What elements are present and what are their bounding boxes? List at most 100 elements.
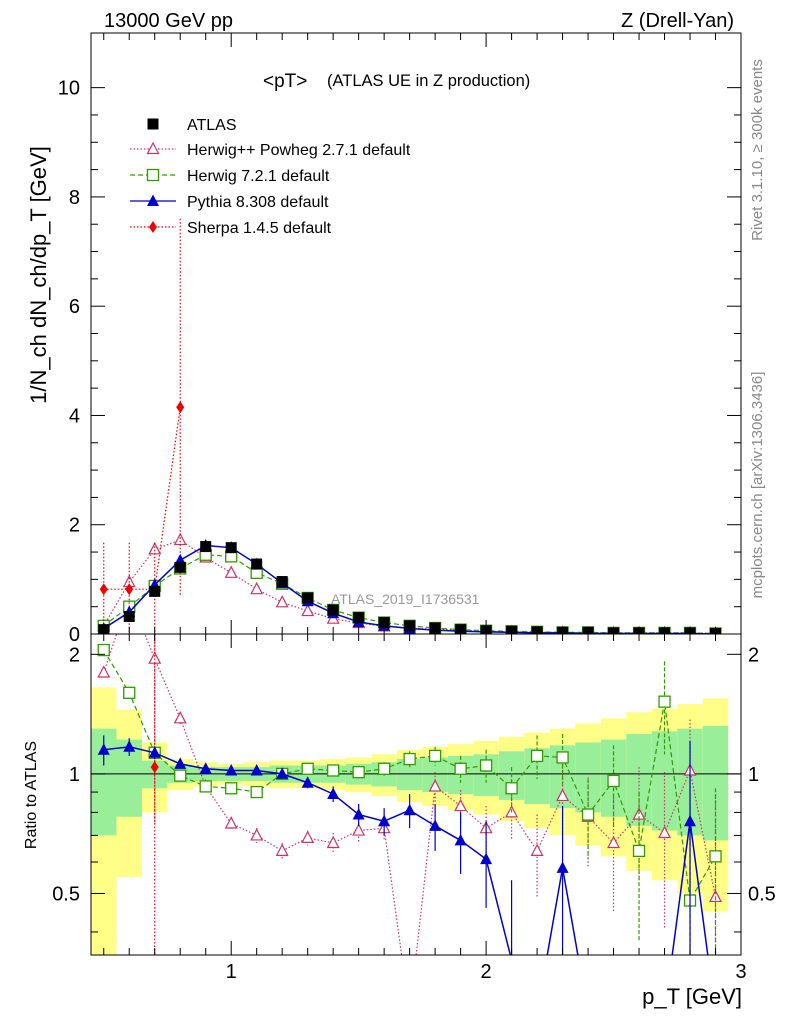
ratio-point-herwig7 (607, 774, 620, 788)
ratio-point-herwig7 (632, 844, 646, 858)
ratio-point-pythia (429, 819, 442, 831)
y-tick-label-main: 0 (69, 624, 80, 646)
point-atlas (378, 617, 390, 629)
legend-label-pythia: Pythia 8.308 default (187, 194, 329, 211)
point-sherpa (99, 583, 108, 596)
point-atlas (200, 541, 212, 553)
ratio-point-pythia (199, 762, 212, 774)
header-left: 13000 GeV pp (104, 10, 233, 32)
ratio-point-herwig7 (709, 850, 722, 863)
ratio-point-herwig7 (199, 780, 212, 793)
x-tick-label: 2 (481, 961, 492, 983)
ratio-point-herwig7 (174, 769, 187, 782)
ratio-point-herwigpp (173, 711, 187, 724)
ratio-point-herwigpp (250, 828, 264, 841)
y-axis-label-ratio: Ratio to ATLAS (23, 741, 40, 849)
mcplots-label: mcplots.cern.ch [arXiv:1306.3436] (749, 372, 766, 599)
y-axis-title-main: 1/N_ch dN_ch/dp_T [GeV] (26, 146, 51, 404)
ratio-point-herwigpp (352, 823, 366, 836)
line-herwigpp (103, 539, 716, 634)
ratio-point-sherpa (150, 761, 159, 774)
point-atlas (276, 576, 288, 588)
ratio-point-herwig7 (123, 686, 136, 699)
ratio-point-pythia (378, 814, 391, 827)
point-atlas (123, 611, 135, 623)
point-atlas (174, 561, 186, 573)
ratio-point-herwigpp (224, 816, 238, 829)
y-tick-label-main: 2 (69, 515, 80, 537)
main-series-layer (97, 218, 722, 634)
ratio-point-herwig7 (505, 782, 518, 795)
chart-title: <pT> (263, 71, 307, 92)
y-tick-label-ratio-right: 0.5 (748, 883, 776, 905)
ratio-point-pythia (684, 814, 697, 827)
point-atlas (149, 585, 161, 597)
ratio-point-herwigpp (275, 843, 289, 856)
ratio-point-herwig7 (225, 782, 238, 795)
point-herwigpp (224, 565, 238, 578)
ratio-point-herwig7 (352, 766, 365, 779)
chart-subtitle: (ATLAS UE in Z production) (327, 72, 530, 90)
point-atlas (251, 558, 263, 570)
point-sherpa (125, 583, 134, 596)
point-atlas (302, 592, 314, 604)
ratio-point-herwig7 (301, 762, 314, 775)
y-tick-label-ratio-left: 0.5 (52, 883, 80, 905)
ratio-point-herwig7 (454, 762, 467, 775)
ratio-point-herwig7 (377, 762, 391, 775)
legend-marker-herwig7 (146, 168, 160, 182)
ratio-point-herwig7 (530, 749, 544, 763)
ratio-series-sherpa (150, 634, 159, 955)
y-tick-label-ratio-left: 2 (69, 644, 80, 666)
legend-marker-herwigpp (146, 141, 160, 155)
ratio-point-pythia (403, 803, 416, 816)
ratio-point-herwig7 (581, 808, 595, 821)
series-sherpa (99, 218, 185, 634)
ratio-point-herwigpp (326, 835, 340, 849)
ratio-point-pythia (454, 833, 467, 846)
x-tick-label: 3 (735, 961, 746, 983)
ratio-point-pythia (556, 861, 569, 873)
legend-label-herwigpp: Herwig++ Powheg 2.7.1 default (187, 142, 411, 159)
y-tick-label-main: 4 (69, 405, 80, 427)
ratio-point-pythia (276, 767, 289, 779)
axis-ticks (91, 33, 742, 955)
ratio-point-herwigpp (97, 665, 111, 678)
ratio-uncertainty-bands (91, 687, 729, 955)
rivet-label: Rivet 3.1.10, ≥ 300k events (749, 59, 766, 241)
legend-marker-atlas (147, 118, 159, 130)
ratio-point-herwigpp (607, 835, 621, 849)
ratio-point-herwig7 (403, 752, 416, 766)
ratio-plot-frame (90, 633, 742, 956)
y-axis-label-main: 1/N_ch dN_ch/dp_T [GeV] (26, 146, 51, 404)
ratio-point-herwig7 (250, 785, 263, 799)
y-tick-label-ratio-right: 1 (748, 764, 759, 786)
ratio-series-layer (97, 634, 723, 955)
point-herwigpp (148, 542, 162, 555)
ratio-point-herwig7 (97, 643, 110, 657)
ratio-point-pythia (301, 776, 314, 788)
ratio-point-herwig7 (428, 749, 442, 763)
y-tick-label-ratio-left: 1 (69, 764, 80, 786)
x-tick-label: 1 (226, 961, 237, 983)
line-sherpa (103, 407, 181, 590)
ratio-point-pythia (352, 808, 365, 820)
y-tick-label-main: 6 (69, 296, 80, 318)
ratio-point-herwigpp (148, 651, 162, 664)
point-herwigpp (173, 532, 187, 546)
y-tick-label-main: 8 (69, 187, 80, 209)
y-tick-label-ratio-right: 2 (748, 644, 759, 666)
ratio-point-herwigpp (556, 788, 570, 802)
ratio-point-pythia (148, 746, 161, 758)
ratio-point-herwig7 (479, 759, 493, 772)
point-herwigpp (301, 603, 315, 617)
point-atlas (404, 620, 416, 632)
legend-marker-sherpa (149, 221, 157, 233)
ratio-point-herwigpp (658, 825, 672, 839)
ratio-point-herwig7 (327, 764, 340, 777)
point-atlas (327, 604, 339, 616)
legend-label-sherpa: Sherpa 1.4.5 default (187, 220, 332, 237)
ratio-point-pythia (250, 763, 263, 776)
